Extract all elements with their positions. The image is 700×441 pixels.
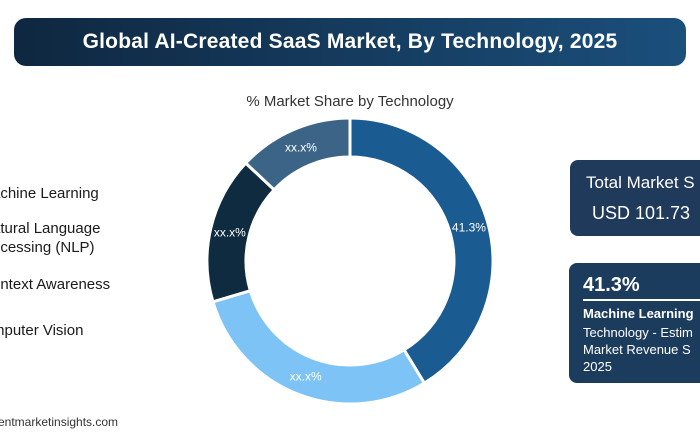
legend-computer-vision: mputer Vision xyxy=(0,322,84,339)
slice-label: xx.x% xyxy=(285,141,317,155)
highlight-desc-line3: 2025 xyxy=(583,359,612,374)
legend-machine-learning: achine Learning xyxy=(0,185,99,202)
title-banner: Global AI-Created SaaS Market, By Techno… xyxy=(14,18,686,66)
legend-context-awareness: ontext Awareness xyxy=(0,276,111,293)
chart-subtitle: % Market Share by Technology xyxy=(246,93,454,110)
total-market-card: Total Market S USD 101.73 xyxy=(570,160,700,236)
slice-label: 41.3% xyxy=(452,221,486,235)
legend-nlp-line2: ocessing (NLP) xyxy=(0,239,95,256)
total-market-value: USD 101.73 xyxy=(592,203,691,223)
highlight-segment: Machine Learning xyxy=(583,306,694,321)
slice-machine-learning xyxy=(348,116,495,386)
chart-title: Global AI-Created SaaS Market, By Techno… xyxy=(82,30,618,53)
highlight-desc-line1: Technology - Estim xyxy=(583,325,693,340)
highlight-percent: 41.3% xyxy=(583,274,640,296)
slice-label: xx.x% xyxy=(290,369,322,383)
total-market-label: Total Market S xyxy=(586,173,695,192)
highlight-desc-line2: Market Revenue S xyxy=(583,342,691,357)
highlight-card: 41.3% Machine Learning Technology - Esti… xyxy=(569,263,700,383)
slice-label: xx.x% xyxy=(214,226,246,240)
highlight-divider xyxy=(583,299,700,301)
slice-computer-vision xyxy=(243,116,352,192)
highlight-description: Technology - Estim Market Revenue S 2025 xyxy=(583,324,700,375)
legend-nlp-line1: atural Language xyxy=(0,220,101,237)
source-url: entmarketinsights.com xyxy=(0,415,119,429)
slice-natural-language-processing-nlp xyxy=(211,288,427,406)
